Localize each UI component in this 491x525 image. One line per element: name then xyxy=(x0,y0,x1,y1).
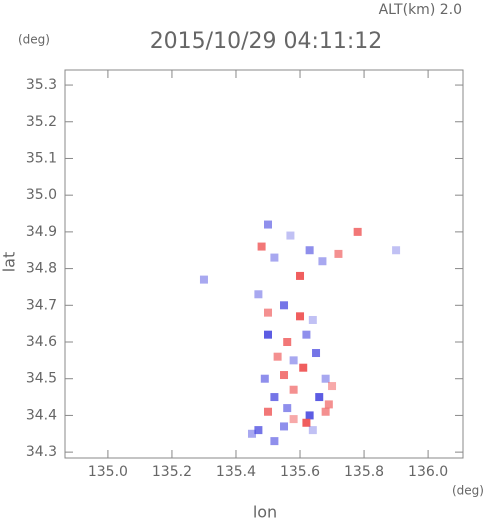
data-cell xyxy=(305,246,314,255)
subtitle: ALT(km) 2.0 xyxy=(379,2,462,18)
x-unit: (deg) xyxy=(452,484,484,498)
data-cell xyxy=(264,220,273,229)
data-cell xyxy=(302,330,311,339)
data-cell xyxy=(280,301,289,310)
y-tick-label: 34.5 xyxy=(26,371,57,387)
y-tick-label: 34.6 xyxy=(26,334,57,350)
data-cell xyxy=(296,312,305,321)
data-cell xyxy=(283,404,292,413)
y-tick-label: 34.9 xyxy=(26,224,57,240)
data-cell xyxy=(270,393,279,402)
y-unit: (deg) xyxy=(18,33,50,47)
y-tick-label: 34.8 xyxy=(26,261,57,277)
x-tick-label: 135.4 xyxy=(216,464,256,480)
data-cell xyxy=(289,415,298,424)
data-cell xyxy=(324,400,333,409)
y-tick-label: 34.3 xyxy=(26,444,57,460)
data-cell xyxy=(283,338,292,347)
data-cell xyxy=(392,246,401,255)
data-cell xyxy=(305,411,314,420)
data-cell xyxy=(318,257,327,266)
data-cell xyxy=(270,437,279,446)
x-axis-label: lon xyxy=(253,503,277,522)
data-cell xyxy=(334,249,343,258)
data-cell xyxy=(312,349,321,358)
x-tick-label: 135.8 xyxy=(344,464,384,480)
data-cell xyxy=(280,422,289,431)
data-cell xyxy=(321,374,330,383)
data-cell xyxy=(321,407,330,416)
data-cell xyxy=(280,371,289,380)
data-cell xyxy=(254,426,263,435)
y-tick-label: 35.2 xyxy=(26,114,57,130)
data-cell xyxy=(257,242,266,251)
data-cell xyxy=(353,227,362,236)
data-cell xyxy=(289,385,298,394)
y-tick-label: 35.3 xyxy=(26,77,57,93)
y-tick-label: 35.1 xyxy=(26,150,57,166)
x-tick-label: 136.0 xyxy=(408,464,448,480)
y-axis-label: lat xyxy=(0,252,19,273)
data-cell xyxy=(247,429,256,438)
data-cell xyxy=(260,374,269,383)
data-cell xyxy=(264,308,273,317)
data-cell xyxy=(270,253,279,262)
data-cell xyxy=(264,330,273,339)
data-cell xyxy=(296,271,305,280)
data-cell xyxy=(286,231,295,240)
data-cell xyxy=(273,352,282,361)
y-tick-label: 35.0 xyxy=(26,187,57,203)
data-cell xyxy=(254,290,263,299)
plot-frame xyxy=(64,69,464,459)
y-tick-label: 34.7 xyxy=(26,297,57,313)
y-tick-label: 34.4 xyxy=(26,407,57,423)
data-cell xyxy=(308,315,317,324)
data-cell xyxy=(299,363,308,372)
data-cell xyxy=(328,382,337,391)
x-tick-label: 135.6 xyxy=(280,464,320,480)
data-cell xyxy=(289,356,298,365)
data-cell xyxy=(308,426,317,435)
x-tick-label: 135.2 xyxy=(152,464,192,480)
x-tick-label: 135.0 xyxy=(88,464,128,480)
data-cell xyxy=(302,418,311,427)
data-cell xyxy=(199,275,208,284)
data-cell xyxy=(315,393,324,402)
data-cell xyxy=(264,407,273,416)
chart-title: 2015/10/29 04:11:12 xyxy=(150,29,383,54)
